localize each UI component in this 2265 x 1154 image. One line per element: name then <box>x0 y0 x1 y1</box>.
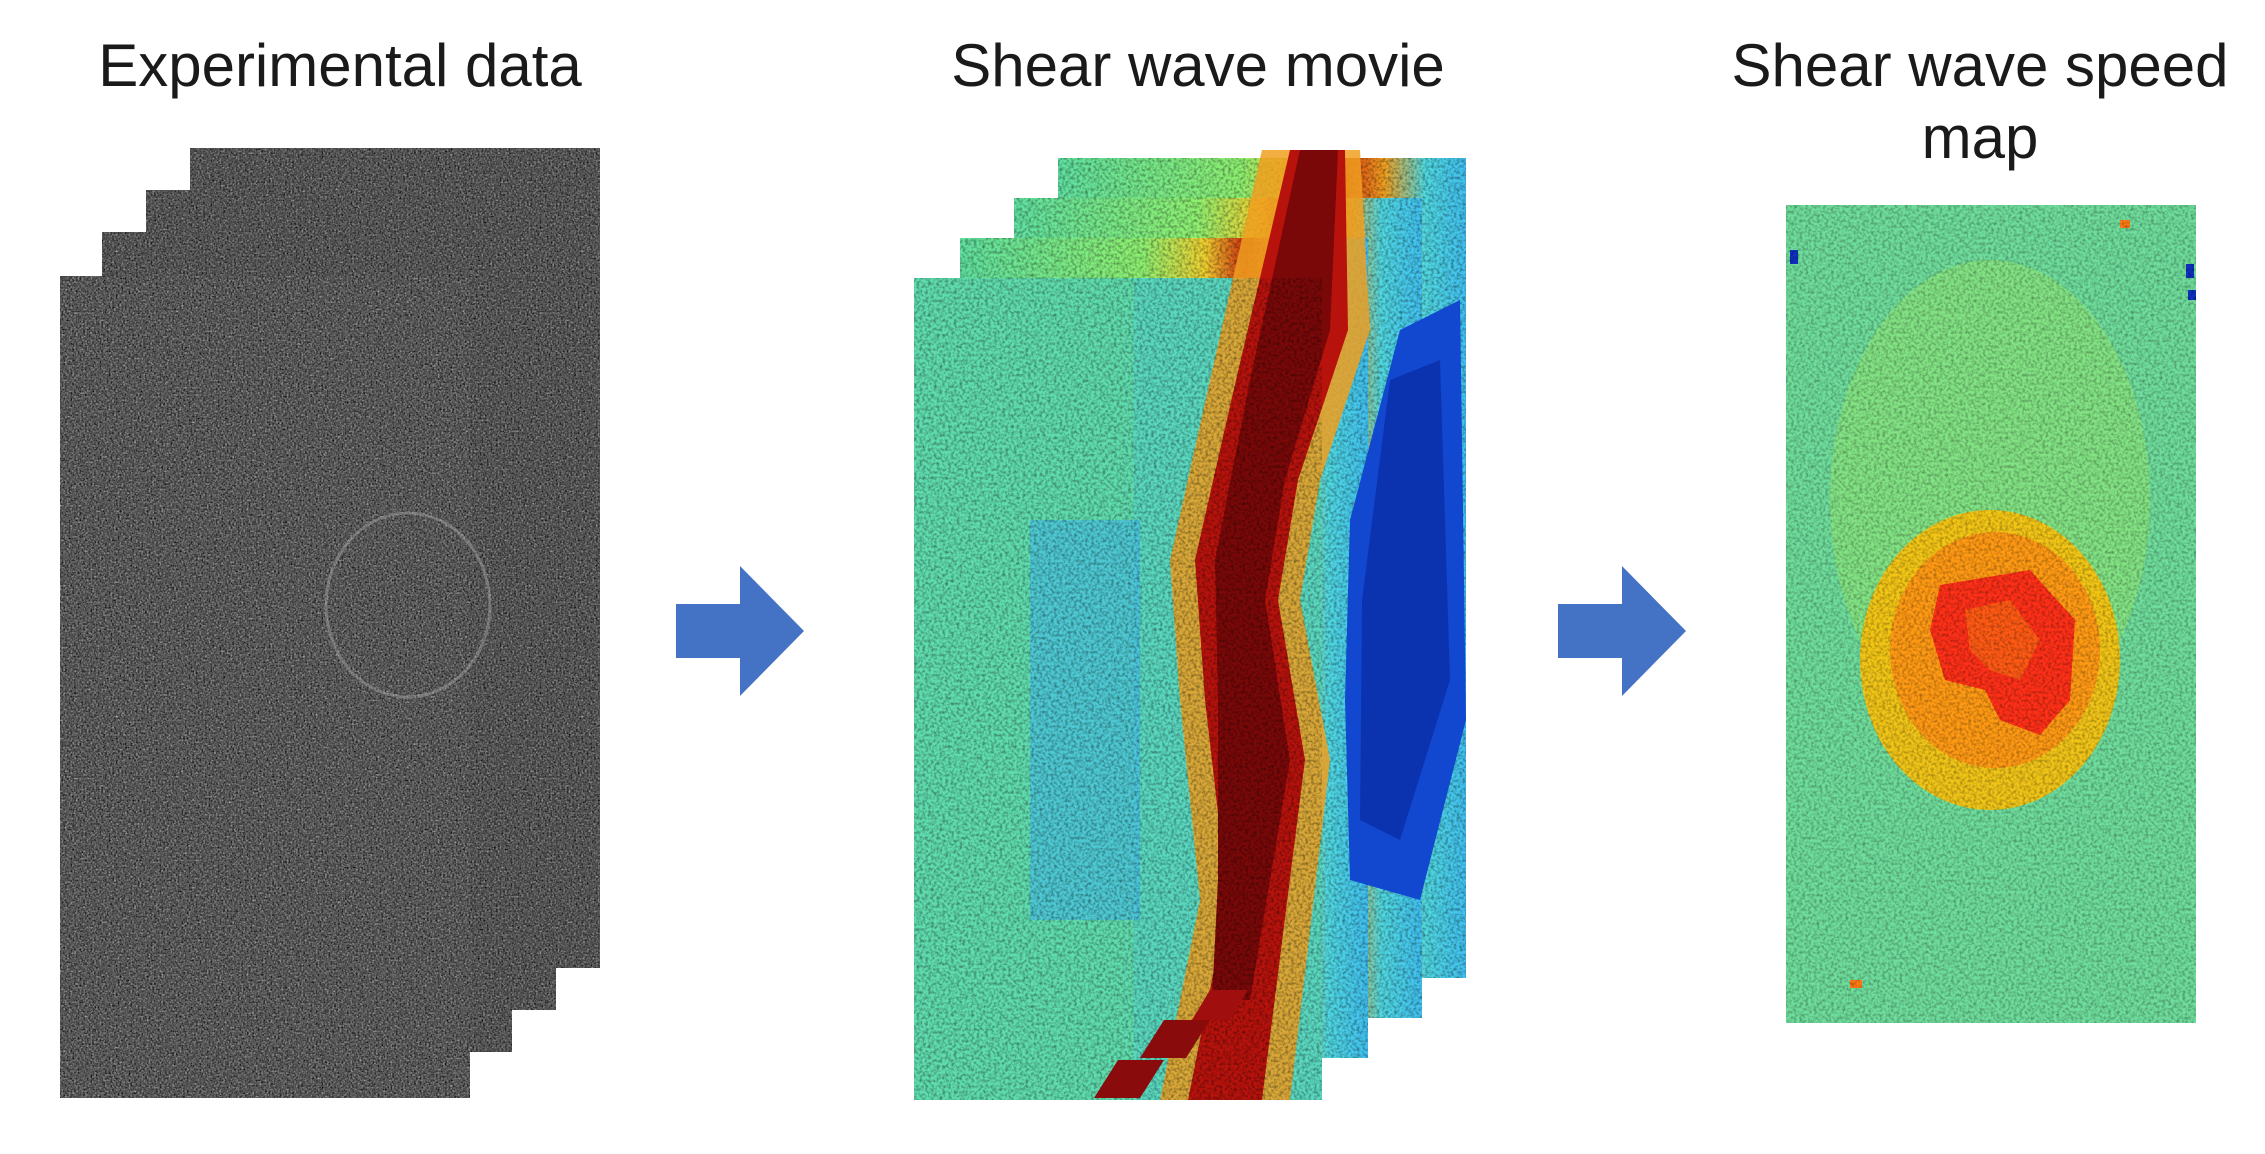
experimental-data-stack <box>60 148 600 1098</box>
shear-wave-movie-stack <box>914 150 1466 1100</box>
inclusion-outline <box>324 511 492 699</box>
title-shear-wave-speed-map: Shear wave speed map <box>1700 30 2260 174</box>
arrow-right-icon <box>676 566 804 696</box>
title-experimental-data: Experimental data <box>98 32 582 99</box>
title-speed-map-line2: map <box>1921 104 2039 171</box>
arrow-right-icon <box>1558 566 1686 696</box>
movie-frame-front <box>914 150 1466 1100</box>
speed-map <box>1786 205 2196 1023</box>
movie-frame-edges <box>1094 990 1248 1098</box>
title-shear-wave-movie: Shear wave movie <box>951 32 1445 99</box>
title-speed-map-line1: Shear wave speed <box>1731 32 2229 99</box>
frame-front <box>60 276 492 1098</box>
